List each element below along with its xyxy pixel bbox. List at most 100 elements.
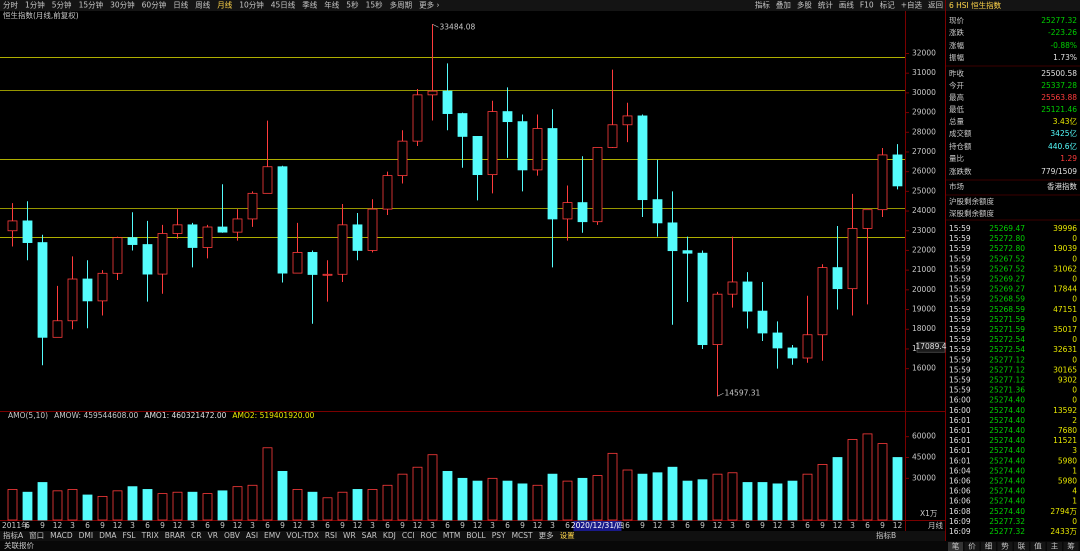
volume-bar: [712, 473, 723, 521]
tool-button[interactable]: 叠加: [776, 0, 791, 10]
quote-tab-bg[interactable]: [1063, 542, 1079, 551]
indicator-tab[interactable]: VR: [208, 531, 218, 540]
tick-volume: 11521: [1053, 436, 1077, 445]
quote-tab-bg[interactable]: [1030, 542, 1046, 551]
indicator-tab[interactable]: 设置: [560, 530, 575, 540]
quote-tab[interactable]: 势: [1001, 541, 1009, 551]
quote-tab-bg[interactable]: [981, 542, 996, 551]
period-button[interactable]: 1分钟: [25, 0, 45, 10]
period-button[interactable]: 季线: [302, 0, 317, 10]
indicator-tab[interactable]: DMA: [99, 531, 117, 540]
period-button[interactable]: 5分钟: [52, 0, 72, 10]
period-button[interactable]: 多周期: [390, 0, 413, 10]
indicator-tab[interactable]: WR: [343, 531, 356, 540]
candle-body: [577, 202, 588, 223]
tick-volume: 30165: [1053, 365, 1077, 374]
indicator-tab[interactable]: 窗口: [29, 530, 44, 540]
volume-bar: [277, 470, 288, 521]
volume-bar: [487, 477, 498, 521]
indicator-tab[interactable]: 指标A: [3, 530, 24, 540]
volume-bar: [367, 489, 378, 521]
indicator-tab[interactable]: 更多: [539, 530, 554, 540]
x-tick-label: 6: [685, 521, 690, 530]
tick-time: 15:59: [949, 386, 971, 395]
tick-price: 25277.12: [989, 355, 1025, 364]
x-tick-label: 6: [505, 521, 510, 530]
tool-button[interactable]: 统计: [818, 0, 833, 10]
period-button[interactable]: 日线: [173, 0, 188, 10]
volume-bar: [7, 489, 18, 521]
tick-time: 16:09: [949, 517, 971, 526]
x-tick-label: 3: [190, 521, 195, 530]
indicator-tab[interactable]: KDJ: [383, 531, 396, 540]
period-button[interactable]: 15分钟: [79, 0, 104, 10]
quote-tab[interactable]: 价: [968, 542, 976, 551]
period-button[interactable]: 更多 ›: [419, 0, 439, 10]
annotation-pointer: [717, 392, 724, 397]
tool-button[interactable]: +自选: [901, 0, 923, 10]
tick-time: 16:09: [949, 527, 971, 536]
quote-tab-bg[interactable]: [1014, 542, 1029, 551]
tool-button[interactable]: 标记: [880, 0, 895, 10]
volume-bar: [37, 482, 48, 521]
indicator-tab[interactable]: EMV: [264, 531, 281, 540]
x-tick-label: 2011年: [2, 520, 29, 530]
quote-tab[interactable]: 联: [1018, 542, 1026, 551]
quote-tab[interactable]: 主: [1051, 541, 1059, 551]
quote-tab-bg[interactable]: [948, 542, 963, 551]
volume-bar: [427, 454, 438, 521]
indicator-tab[interactable]: CCI: [402, 531, 415, 540]
indicator-tab[interactable]: VOL-TDX: [286, 531, 318, 540]
volume-bar: [832, 457, 843, 521]
quote-label: 最高: [949, 92, 964, 102]
period-button[interactable]: 月线: [217, 0, 232, 10]
quote-tab[interactable]: 筹: [1067, 541, 1075, 551]
period-button[interactable]: 10分钟: [239, 0, 264, 10]
tick-price: 25274.40: [989, 436, 1025, 445]
indicator-tab[interactable]: ASI: [246, 531, 258, 540]
tool-button[interactable]: F10: [860, 1, 874, 10]
candle-body: [502, 111, 513, 123]
indicator-tab[interactable]: MACD: [50, 531, 73, 540]
quote-tab[interactable]: 笔: [952, 541, 960, 551]
indicator-tab[interactable]: TRIX: [141, 531, 159, 540]
x-tick-label: 9: [100, 521, 105, 530]
period-button[interactable]: 周线: [195, 0, 210, 10]
indicator-tab[interactable]: OBV: [224, 531, 241, 540]
indicator-tab[interactable]: BRAR: [165, 531, 185, 540]
y-tick-label: 28000: [912, 127, 936, 136]
indicator-tab[interactable]: BOLL: [466, 531, 486, 540]
quote-tab-bg[interactable]: [964, 542, 980, 551]
indicator-tab[interactable]: MCST: [512, 531, 533, 540]
period-button[interactable]: 45日线: [271, 0, 296, 10]
y-tick-label: 25000: [912, 186, 936, 195]
tick-time: 15:59: [949, 275, 971, 284]
volume-bar: [82, 494, 93, 521]
quote-tab-bg[interactable]: [997, 542, 1013, 551]
tool-button[interactable]: 返回: [928, 1, 943, 10]
tool-button[interactable]: 多股: [797, 0, 812, 10]
indicator-tab[interactable]: RSI: [325, 531, 337, 540]
indicator-tab[interactable]: MTM: [443, 531, 461, 540]
candle-body: [157, 233, 168, 275]
quote-tab[interactable]: 值: [1034, 541, 1042, 551]
indicator-tab[interactable]: DMI: [79, 531, 93, 540]
period-button[interactable]: 5秒: [346, 0, 359, 10]
y-tick-label: 60000: [912, 432, 936, 441]
period-button[interactable]: 30分钟: [110, 0, 135, 10]
indicator-tab[interactable]: CR: [191, 531, 201, 540]
indicator-tab[interactable]: PSY: [492, 531, 506, 540]
tick-price: 25267.52: [989, 264, 1025, 273]
period-button[interactable]: 分时: [3, 0, 18, 10]
indicator-tab[interactable]: SAR: [362, 531, 377, 540]
quote-tab-bg[interactable]: [1047, 542, 1062, 551]
tool-button[interactable]: 指标: [755, 0, 770, 10]
period-button[interactable]: 60分钟: [142, 0, 167, 10]
indicator-tab[interactable]: ROC: [421, 531, 437, 540]
tool-button[interactable]: 画线: [839, 0, 854, 10]
period-button[interactable]: 年线: [324, 0, 339, 10]
indicator-tab[interactable]: FSL: [122, 531, 136, 540]
period-button[interactable]: 15秒: [366, 0, 384, 10]
indicator-tab[interactable]: 指标B: [876, 530, 896, 540]
quote-tab[interactable]: 细: [985, 541, 993, 551]
